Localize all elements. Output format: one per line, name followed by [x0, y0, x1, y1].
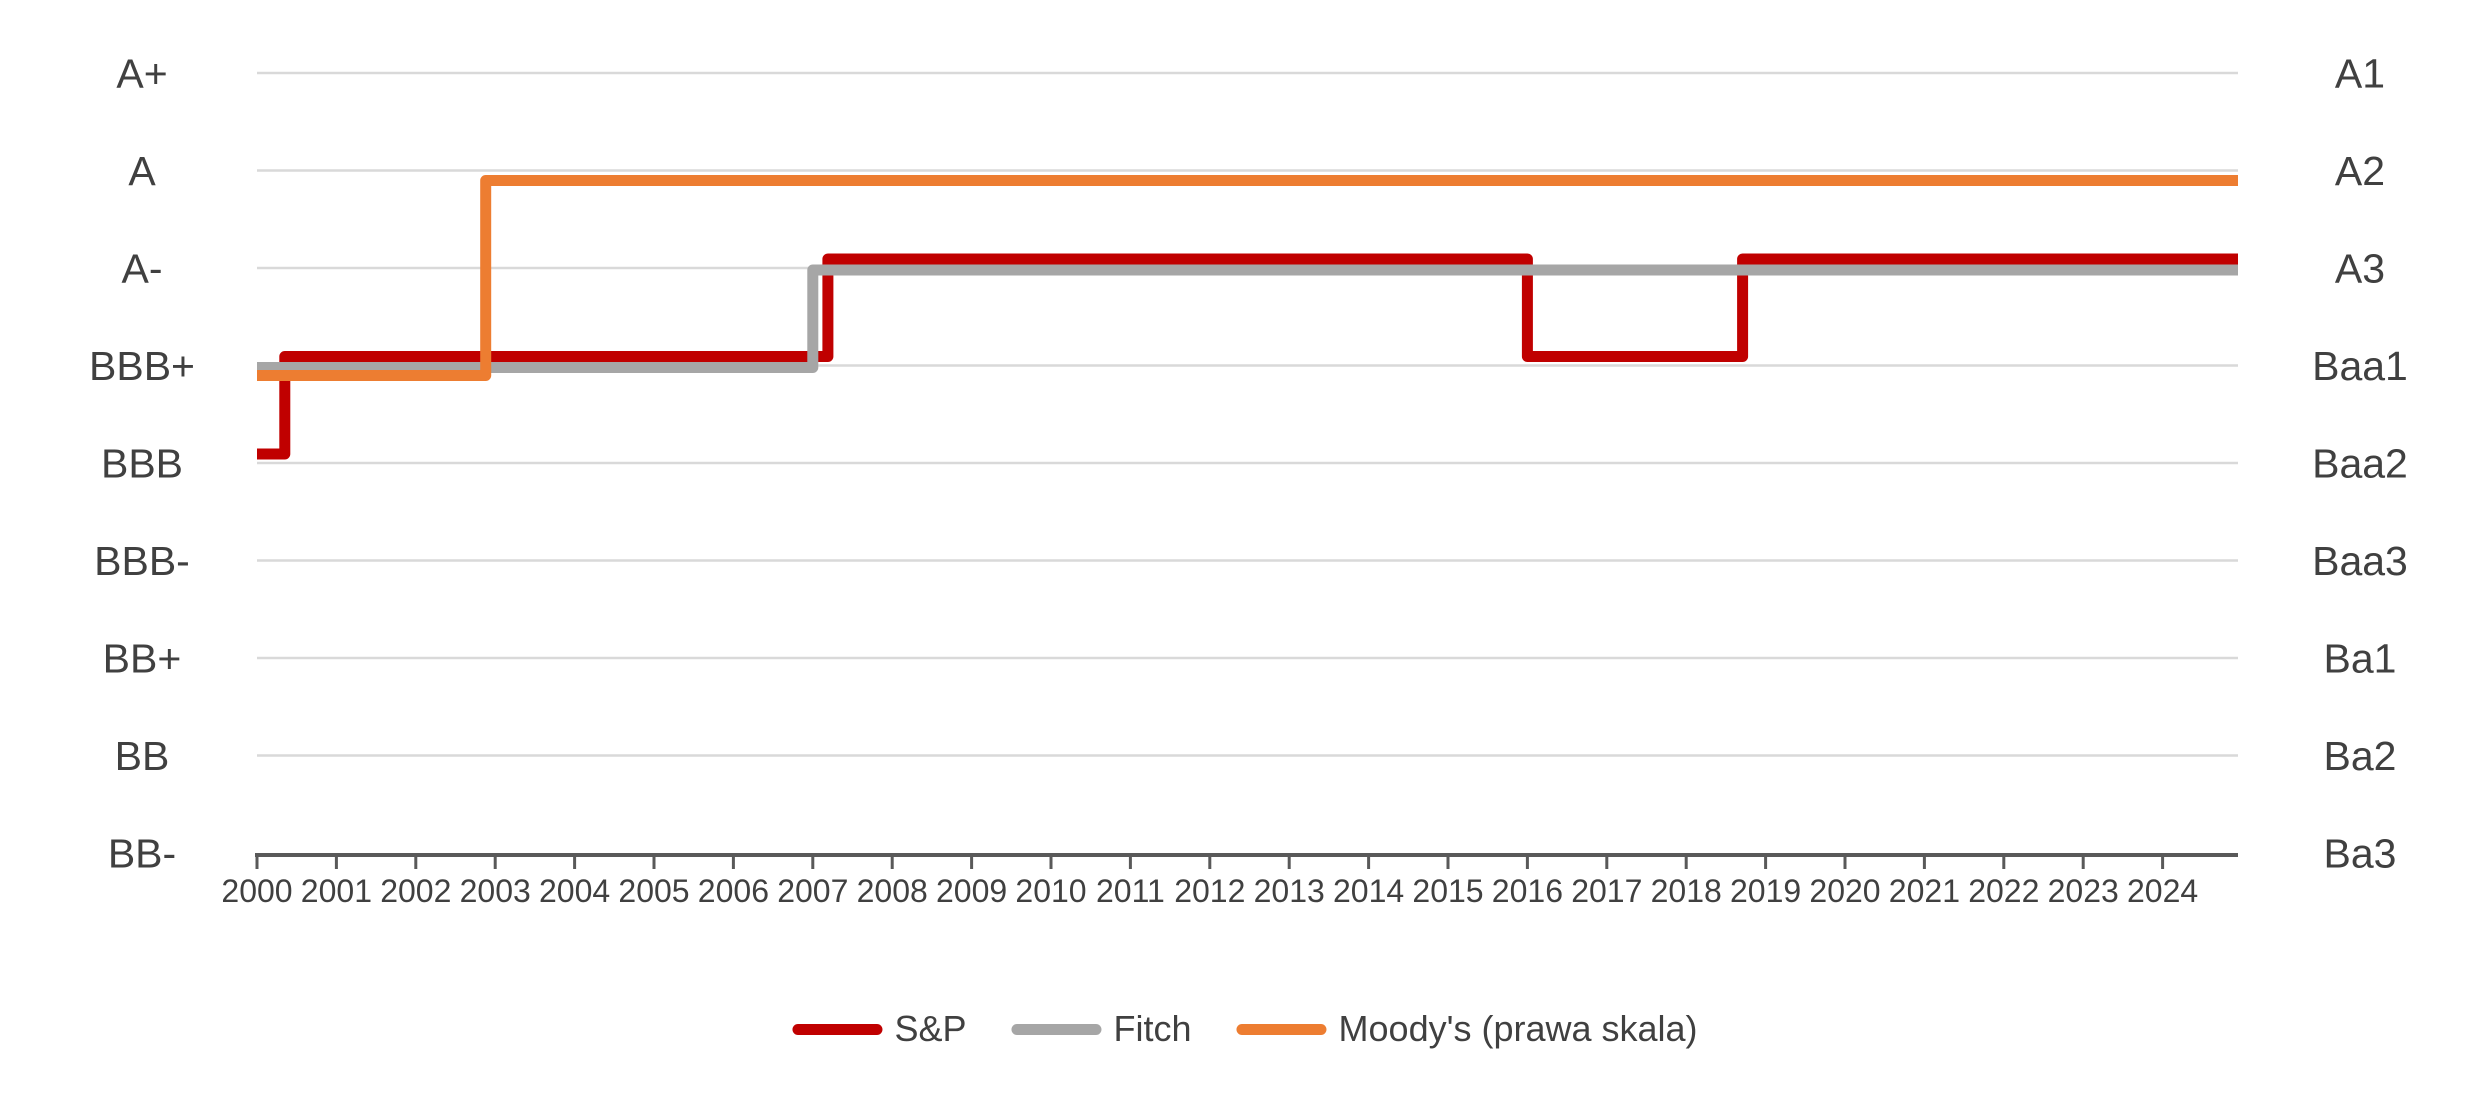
x-axis-tick-label: 2000 — [221, 873, 292, 909]
legend-swatch-fitch — [1011, 1023, 1102, 1035]
right-axis-label: Ba2 — [2324, 733, 2397, 779]
right-axis-label: A1 — [2335, 50, 2385, 96]
x-axis-tick-label: 2016 — [1492, 873, 1563, 909]
legend-swatch-moody-s-prawa-skala — [1236, 1023, 1327, 1035]
x-axis-tick-label: 2019 — [1730, 873, 1801, 909]
series-line-fitch — [257, 264, 2238, 373]
legend-swatch-s-p — [792, 1023, 883, 1035]
legend-label-moody-s-prawa-skala: Moody's (prawa skala) — [1338, 1008, 1698, 1049]
x-axis-tick-label: 2005 — [618, 873, 689, 909]
x-axis-tick-label: 2021 — [1889, 873, 1960, 909]
x-axis-tick-label: 2010 — [1015, 873, 1086, 909]
right-axis-label: Baa2 — [2312, 440, 2408, 486]
legend-label-s-p: S&P — [894, 1008, 967, 1049]
legend-item-fitch: Fitch — [1011, 1008, 1192, 1050]
x-axis-tick-label: 2009 — [936, 873, 1007, 909]
legend-label-fitch: Fitch — [1113, 1008, 1192, 1049]
x-axis-tick-label: 2002 — [380, 873, 451, 909]
x-axis-tick-label: 2023 — [2048, 873, 2119, 909]
right-axis-label: Ba1 — [2324, 635, 2397, 681]
x-axis-tick-label: 2001 — [301, 873, 372, 909]
x-axis-tick-label: 2011 — [1096, 873, 1165, 909]
right-axis-label: A3 — [2335, 245, 2385, 291]
series-line-s-p — [257, 253, 2238, 460]
right-axis-label: Ba3 — [2324, 830, 2397, 876]
x-axis-tick-label: 2007 — [777, 873, 848, 909]
x-axis-tick-label: 2020 — [1809, 873, 1880, 909]
left-axis-label: BB — [115, 733, 170, 779]
right-axis-label: Baa1 — [2312, 343, 2408, 389]
left-axis-label: BBB- — [94, 538, 190, 584]
x-axis-tick-label: 2022 — [1968, 873, 2039, 909]
x-axis-tick-label: 2014 — [1333, 873, 1404, 909]
left-axis-label: BB+ — [103, 635, 182, 681]
left-axis-label: BBB — [101, 440, 183, 486]
x-axis-tick-label: 2017 — [1571, 873, 1642, 909]
legend-item-moody-s-prawa-skala: Moody's (prawa skala) — [1236, 1008, 1698, 1050]
left-axis-label: BBB+ — [89, 343, 195, 389]
x-axis-tick-label: 2008 — [857, 873, 928, 909]
x-axis-tick-label: 2015 — [1412, 873, 1483, 909]
right-axis-label: A2 — [2335, 148, 2385, 194]
x-axis-tick-label: 2012 — [1174, 873, 1245, 909]
x-axis-tick-label: 2018 — [1651, 873, 1722, 909]
x-axis-tick-label: 2003 — [460, 873, 531, 909]
left-axis-label: A+ — [116, 50, 167, 96]
x-axis-tick-label: 2006 — [698, 873, 769, 909]
legend-item-s-p: S&P — [792, 1008, 967, 1050]
x-axis-tick-label: 2013 — [1254, 873, 1325, 909]
right-axis-label: Baa3 — [2312, 538, 2408, 584]
series-line-moody-s-prawa-skala — [257, 175, 2238, 381]
left-axis-label: BB- — [108, 830, 176, 876]
chart-legend: S&P Fitch Moody's (prawa skala) — [792, 1008, 1698, 1050]
left-axis-label: A- — [122, 245, 163, 291]
left-axis-label: A — [128, 148, 156, 194]
x-axis-tick-label: 2004 — [539, 873, 610, 909]
x-axis-tick-label: 2024 — [2127, 873, 2198, 909]
